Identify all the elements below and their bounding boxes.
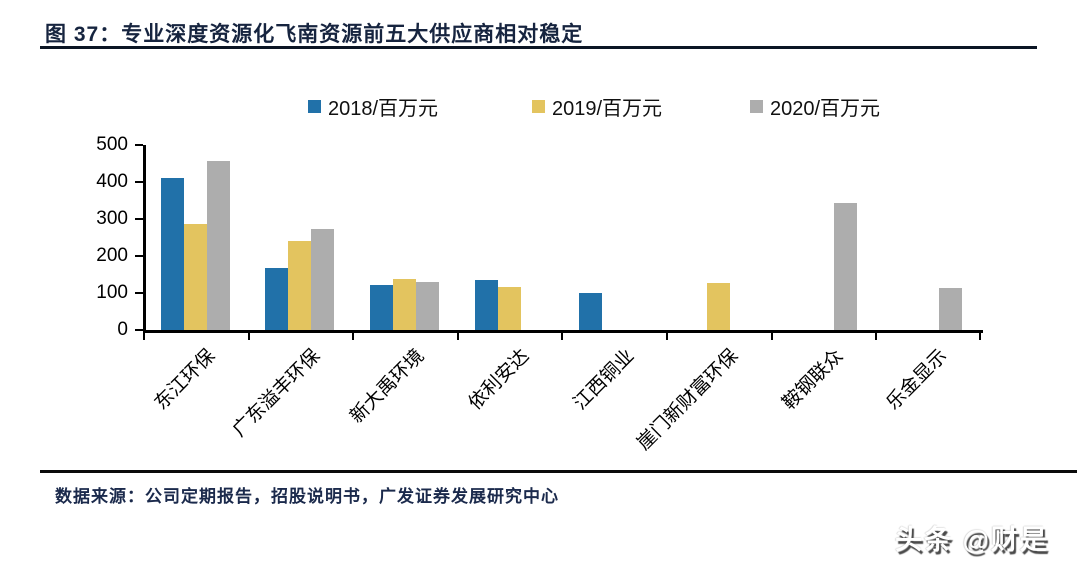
x-axis-tick [456,331,459,340]
bar-2019-崖门新财富环保 [706,283,730,330]
legend-swatch-2018-icon [308,100,321,113]
bar-2020-广东溢丰环保 [311,229,335,330]
bar-2020-鞍钢联众 [834,203,858,330]
bar-group-4 [457,145,562,330]
y-axis-tick-label: 300 [96,208,128,229]
x-axis-tick [561,331,564,340]
y-axis-line [143,145,146,333]
x-axis-tick [875,331,878,340]
chart-legend: 2018/百万元 2019/百万元 2020/百万元 [0,92,1077,120]
x-axis-tick [770,331,773,340]
footer-divider [40,470,1077,473]
bar-2018-东江环保 [160,177,184,330]
bar-2020-新大禹环境 [415,281,439,330]
y-axis-tick [135,144,143,146]
category-label-7: 鞍钢联众 [778,345,848,415]
bar-2019-广东溢丰环保 [288,240,312,330]
x-axis-tick [352,331,355,340]
legend-swatch-2019-icon [532,100,545,113]
bar-2020-东江环保 [206,160,230,330]
category-label-2: 广东溢丰环保 [228,345,325,442]
category-label-6: 崖门新财富环保 [633,345,743,455]
bar-2020-乐金显示 [938,287,962,330]
x-axis-tick [979,331,981,340]
legend-item-2019: 2019/百万元 [532,92,662,121]
y-axis-tick [135,255,143,257]
legend-item-2018: 2018/百万元 [308,92,438,121]
legend-swatch-2020-icon [750,100,763,113]
x-axis-tick [247,331,250,340]
category-label-4: 依利安达 [464,345,534,415]
legend-item-2020: 2020/百万元 [750,92,880,121]
watermark-toutiao: 头条 @财是 [895,525,1049,555]
y-axis-tick [135,218,143,220]
bar-group-3 [352,145,457,330]
category-label-5: 江西铜业 [569,345,639,415]
legend-label-2018: 2018/百万元 [328,98,439,120]
category-label-1: 东江环保 [151,345,220,415]
y-axis-tick [135,181,143,183]
legend-label-2020: 2020/百万元 [770,98,881,120]
bar-2019-东江环保 [183,223,207,330]
bar-2018-新大禹环境 [369,284,393,330]
bar-2018-依利安达 [474,280,498,330]
y-axis-tick-label: 500 [96,134,128,155]
y-axis-tick-label: 100 [96,282,128,303]
category-label-8: 乐金显示 [883,345,952,415]
bar-group-2 [248,145,353,330]
bar-chart-plot-area [143,145,981,330]
bar-2018-江西铜业 [579,293,603,330]
y-axis-tick-label: 400 [96,171,128,192]
bar-2018-广东溢丰环保 [265,267,289,330]
y-axis-tick-label: 200 [96,245,128,266]
data-source-note: 数据来源：公司定期报告，招股说明书，广发证券发展研究中心 [55,487,559,506]
bar-group-8 [875,145,980,330]
y-axis-tick [135,329,143,331]
bar-2019-依利安达 [497,286,521,330]
legend-label-2019: 2019/百万元 [552,98,663,120]
category-label-3: 新大禹环境 [346,345,429,428]
y-axis-tick-label: 0 [117,319,128,340]
bar-group-5 [561,145,666,330]
bar-group-6 [666,145,771,330]
y-axis-tick [135,292,143,294]
bar-2019-新大禹环境 [392,279,416,330]
figure-title: 图 37：专业深度资源化飞南资源前五大供应商相对稳定 [45,23,584,46]
title-divider [40,46,1037,49]
bar-group-1 [143,145,248,330]
bar-group-7 [771,145,876,330]
x-axis-tick [666,331,668,340]
x-axis-tick [143,331,145,340]
